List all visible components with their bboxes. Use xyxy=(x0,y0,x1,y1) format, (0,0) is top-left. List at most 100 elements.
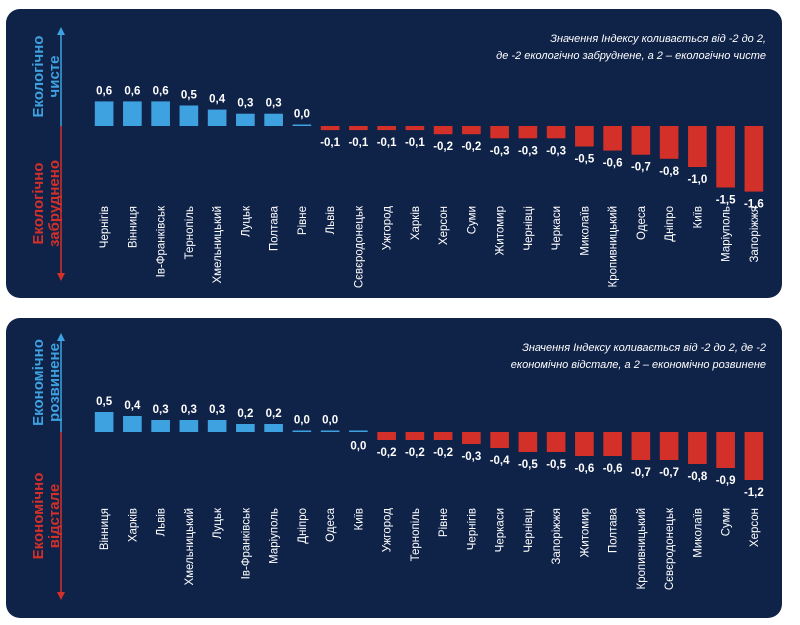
economy-bar xyxy=(575,432,594,456)
ecology-value-label: -1,0 xyxy=(687,174,707,186)
ecology-value-label: -0,3 xyxy=(490,145,510,157)
economy-bar xyxy=(716,432,735,468)
ecology-note-line-1: Значення Індексу коливається від -2 до 2… xyxy=(550,33,766,45)
ecology-index-note: Значення Індексу коливається від -2 до 2… xyxy=(496,31,766,65)
ecology-bar xyxy=(264,113,283,126)
economy-value-label: -0,5 xyxy=(546,459,566,471)
ecology-category-label: Дніпро xyxy=(664,206,676,242)
ecology-bar xyxy=(716,126,735,188)
economy-note-line-2: економічно відстале, а 2 – економічно ро… xyxy=(510,359,766,371)
ecology-category-label: Харків xyxy=(410,206,422,240)
ecology-category-label: Херсон xyxy=(438,206,450,245)
economy-category-label: Сєвєродонецьк xyxy=(664,507,676,590)
economy-bar xyxy=(546,432,566,452)
economy-value-label: 0,3 xyxy=(181,404,197,416)
ecology-bar xyxy=(433,126,453,135)
economy-bar xyxy=(744,432,764,480)
economy-value-label: 0,5 xyxy=(96,396,113,408)
economy-value-label: -0,2 xyxy=(405,447,425,459)
economy-bar xyxy=(292,430,312,432)
economy-bar xyxy=(151,420,170,432)
ecology-bar xyxy=(377,126,396,131)
ecology-category-label: Рівне xyxy=(297,206,309,235)
ecology-value-label: -1,5 xyxy=(716,195,736,207)
ecology-category-label: Львів xyxy=(325,206,337,234)
economy-axis-down-arrowhead xyxy=(57,592,65,600)
ecology-bar xyxy=(546,126,566,139)
ecology-bar xyxy=(631,126,651,155)
ecology-chart: Екологічночисте Екологічнозабруднено 0,6 Че… xyxy=(30,27,764,288)
economy-bar xyxy=(462,432,481,444)
economy-value-label: 0,3 xyxy=(209,404,225,416)
economy-value-label: -0,7 xyxy=(631,467,651,479)
economy-value-label: -0,9 xyxy=(716,475,736,487)
economy-bar xyxy=(349,430,368,432)
economy-category-label: Чернігів xyxy=(466,508,478,550)
ecology-bar xyxy=(575,126,594,147)
ecology-value-label: -0,1 xyxy=(377,137,397,149)
economy-axis-positive-label-line2: розвинене xyxy=(46,343,63,422)
ecology-bar xyxy=(688,126,707,167)
economy-category-label: Запоріжжя xyxy=(551,508,563,565)
economy-bar xyxy=(94,412,114,432)
economy-bar xyxy=(123,416,142,432)
ecology-value-label: 0,3 xyxy=(237,98,253,110)
economy-category-label: Харків xyxy=(127,508,139,542)
economy-bar xyxy=(631,432,651,460)
ecology-axis-positive-label: Екологічночисте xyxy=(30,36,63,118)
economy-category-label: Полтава xyxy=(608,507,620,553)
economy-value-label: 0,2 xyxy=(266,408,282,420)
economy-chart-panel: Економічнорозвинене Економічновідстале 0,5… xyxy=(6,318,782,618)
ecology-category-label: Житомир xyxy=(495,206,507,255)
ecology-bar xyxy=(94,101,114,126)
ecology-value-label: 0,6 xyxy=(153,85,169,97)
economy-value-label: -0,3 xyxy=(461,451,481,463)
ecology-bar xyxy=(490,126,509,139)
ecology-category-label: Сєвєродонецьк xyxy=(353,205,365,288)
economy-value-label: -0,7 xyxy=(659,467,679,479)
ecology-axis-negative-label-line2: забруднено xyxy=(46,160,63,247)
economy-value-label: -0,8 xyxy=(687,471,707,483)
ecology-category-label: Миколаїв xyxy=(579,206,591,256)
ecology-value-label: -0,3 xyxy=(546,145,566,157)
economy-value-label: 0,2 xyxy=(237,408,253,420)
ecology-value-label: 0,3 xyxy=(266,98,282,110)
ecology-bar xyxy=(320,126,340,131)
ecology-category-label: Луцьк xyxy=(240,205,252,237)
economy-bar xyxy=(688,432,707,464)
economy-category-label: Херсон xyxy=(749,508,761,547)
economy-category-label: Суми xyxy=(721,508,733,536)
ecology-note-line-2: де -2 екологічно забруднене, а 2 – еколо… xyxy=(496,50,766,62)
ecology-category-label: Ужгород xyxy=(382,206,394,250)
economy-bar xyxy=(320,430,340,432)
economy-value-label: -0,6 xyxy=(574,463,594,475)
economy-value-label: -1,2 xyxy=(744,487,764,499)
ecology-category-label: Чернігів xyxy=(99,206,111,248)
economy-value-label: -0,2 xyxy=(377,447,397,459)
ecology-value-label: 0,0 xyxy=(294,109,310,121)
ecology-value-label: 0,4 xyxy=(209,94,226,106)
economy-category-label: Житомир xyxy=(579,508,591,557)
ecology-category-label: Тернопіль xyxy=(184,206,196,259)
ecology-category-label: Вінниця xyxy=(127,206,139,248)
ecology-value-label: -0,8 xyxy=(659,166,679,178)
ecology-axis-up-arrowhead xyxy=(57,27,65,35)
ecology-value-label: -0,5 xyxy=(574,154,594,166)
ecology-bar xyxy=(292,124,312,126)
ecology-bar xyxy=(179,105,199,126)
ecology-axis-negative-label: Екологічнозабруднено xyxy=(30,160,63,247)
ecology-axis-positive-label-line2: чисте xyxy=(46,56,63,98)
economy-category-label: Ів-Франківськ xyxy=(240,507,252,579)
economy-value-label: -0,6 xyxy=(603,463,623,475)
ecology-value-label: 0,6 xyxy=(124,85,140,97)
economy-axis-positive-label-line1: Економічно xyxy=(30,339,47,426)
economy-index-note: Значення Індексу коливається від -2 до 2… xyxy=(511,340,766,374)
economy-category-label: Рівне xyxy=(438,508,450,537)
economy-axis-positive-label: Економічнорозвинене xyxy=(30,339,63,426)
economy-note-line-1: Значення Індексу коливається від -2 до 2… xyxy=(522,342,766,354)
ecology-bar xyxy=(659,126,679,159)
economy-chart: ЕкономічнорозвиненеЕкономічновідстале0,5… xyxy=(30,333,764,600)
ecology-category-label: Полтава xyxy=(269,205,281,251)
economy-bar xyxy=(405,432,425,440)
economy-value-label: 0,3 xyxy=(153,404,169,416)
